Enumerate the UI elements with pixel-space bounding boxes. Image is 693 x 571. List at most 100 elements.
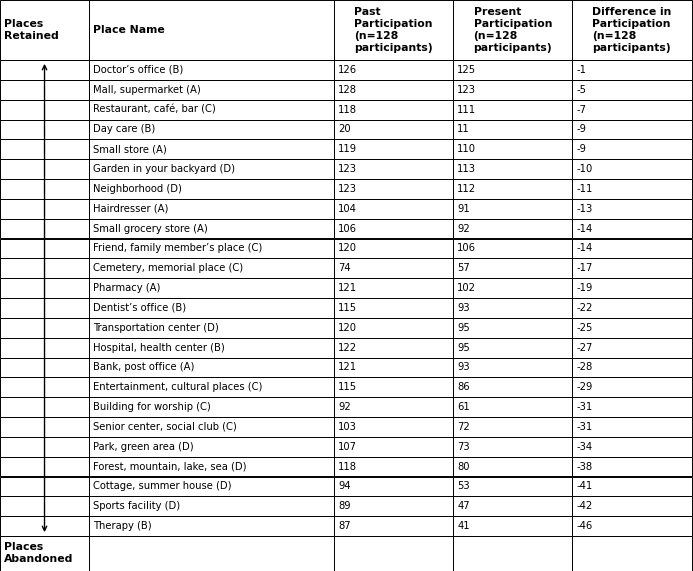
Text: -19: -19	[577, 283, 593, 293]
Bar	[0, 278, 89, 298]
Bar	[89, 318, 334, 337]
Bar	[0, 397, 89, 417]
Bar	[453, 139, 572, 159]
Bar	[334, 278, 453, 298]
Text: Hospital, health center (B): Hospital, health center (B)	[93, 343, 225, 352]
Text: Transportation center (D): Transportation center (D)	[93, 323, 219, 333]
Bar	[334, 477, 453, 496]
Bar	[453, 239, 572, 258]
Bar	[334, 397, 453, 417]
Text: -9: -9	[577, 144, 586, 154]
Bar	[334, 219, 453, 239]
Text: -5: -5	[577, 85, 586, 95]
Bar	[0, 258, 89, 278]
Bar	[334, 318, 453, 337]
Bar	[572, 496, 692, 516]
Bar	[572, 298, 692, 318]
Text: Garden in your backyard (D): Garden in your backyard (D)	[93, 164, 235, 174]
Bar	[572, 337, 692, 357]
Bar	[453, 457, 572, 477]
Text: 118: 118	[338, 461, 357, 472]
Text: 11: 11	[457, 124, 470, 134]
Bar	[453, 318, 572, 337]
Bar	[453, 199, 572, 219]
Text: Difference in
Participation
(n=128
participants): Difference in Participation (n=128 parti…	[593, 7, 672, 53]
Bar	[572, 139, 692, 159]
Text: 20: 20	[338, 124, 351, 134]
Bar	[0, 239, 89, 258]
Text: 61: 61	[457, 402, 470, 412]
Text: -34: -34	[577, 442, 593, 452]
Text: -9: -9	[577, 124, 586, 134]
Text: 94: 94	[338, 481, 351, 492]
Text: 95: 95	[457, 323, 470, 333]
Bar	[453, 179, 572, 199]
Bar	[0, 516, 89, 536]
Text: Friend, family member’s place (C): Friend, family member’s place (C)	[93, 243, 262, 254]
Bar	[572, 159, 692, 179]
Bar	[453, 536, 572, 571]
Bar	[334, 417, 453, 437]
Bar	[572, 100, 692, 119]
Bar	[334, 0, 453, 60]
Text: 91: 91	[457, 204, 470, 214]
Text: Mall, supermarket (A): Mall, supermarket (A)	[93, 85, 201, 95]
Bar	[0, 139, 89, 159]
Bar	[453, 298, 572, 318]
Bar	[0, 159, 89, 179]
Text: 92: 92	[338, 402, 351, 412]
Bar	[334, 179, 453, 199]
Text: 93: 93	[457, 363, 470, 372]
Text: Past
Participation
(n=128
participants): Past Participation (n=128 participants)	[354, 7, 433, 53]
Bar	[334, 377, 453, 397]
Bar	[572, 417, 692, 437]
Text: 120: 120	[338, 243, 357, 254]
Bar	[89, 139, 334, 159]
Text: 121: 121	[338, 363, 357, 372]
Text: 73: 73	[457, 442, 470, 452]
Text: Cemetery, memorial place (C): Cemetery, memorial place (C)	[93, 263, 243, 274]
Bar	[334, 139, 453, 159]
Bar	[334, 119, 453, 139]
Bar	[572, 258, 692, 278]
Text: -25: -25	[577, 323, 593, 333]
Bar	[89, 80, 334, 100]
Text: Therapy (B): Therapy (B)	[93, 521, 152, 531]
Bar	[89, 159, 334, 179]
Text: Neighborhood (D): Neighborhood (D)	[93, 184, 182, 194]
Bar	[453, 437, 572, 457]
Bar	[89, 437, 334, 457]
Text: 111: 111	[457, 104, 476, 115]
Bar	[89, 119, 334, 139]
Bar	[0, 318, 89, 337]
Bar	[453, 0, 572, 60]
Text: Sports facility (D): Sports facility (D)	[93, 501, 180, 511]
Text: 126: 126	[338, 65, 357, 75]
Bar	[572, 397, 692, 417]
Text: Hairdresser (A): Hairdresser (A)	[93, 204, 168, 214]
Text: 93: 93	[457, 303, 470, 313]
Text: -11: -11	[577, 184, 593, 194]
Text: Present
Participation
(n=128
participants): Present Participation (n=128 participant…	[473, 7, 552, 53]
Text: -7: -7	[577, 104, 586, 115]
Text: 104: 104	[338, 204, 357, 214]
Bar	[453, 219, 572, 239]
Bar	[453, 417, 572, 437]
Bar	[0, 80, 89, 100]
Bar	[89, 397, 334, 417]
Bar	[0, 119, 89, 139]
Text: 120: 120	[338, 323, 357, 333]
Text: Park, green area (D): Park, green area (D)	[93, 442, 193, 452]
Bar	[572, 0, 692, 60]
Text: -38: -38	[577, 461, 593, 472]
Text: 128: 128	[338, 85, 357, 95]
Text: 122: 122	[338, 343, 357, 352]
Text: 41: 41	[457, 521, 470, 531]
Text: 80: 80	[457, 461, 470, 472]
Text: 106: 106	[338, 224, 357, 234]
Text: 103: 103	[338, 422, 357, 432]
Text: Forest, mountain, lake, sea (D): Forest, mountain, lake, sea (D)	[93, 461, 247, 472]
Bar	[453, 80, 572, 100]
Text: 86: 86	[457, 382, 470, 392]
Bar	[334, 516, 453, 536]
